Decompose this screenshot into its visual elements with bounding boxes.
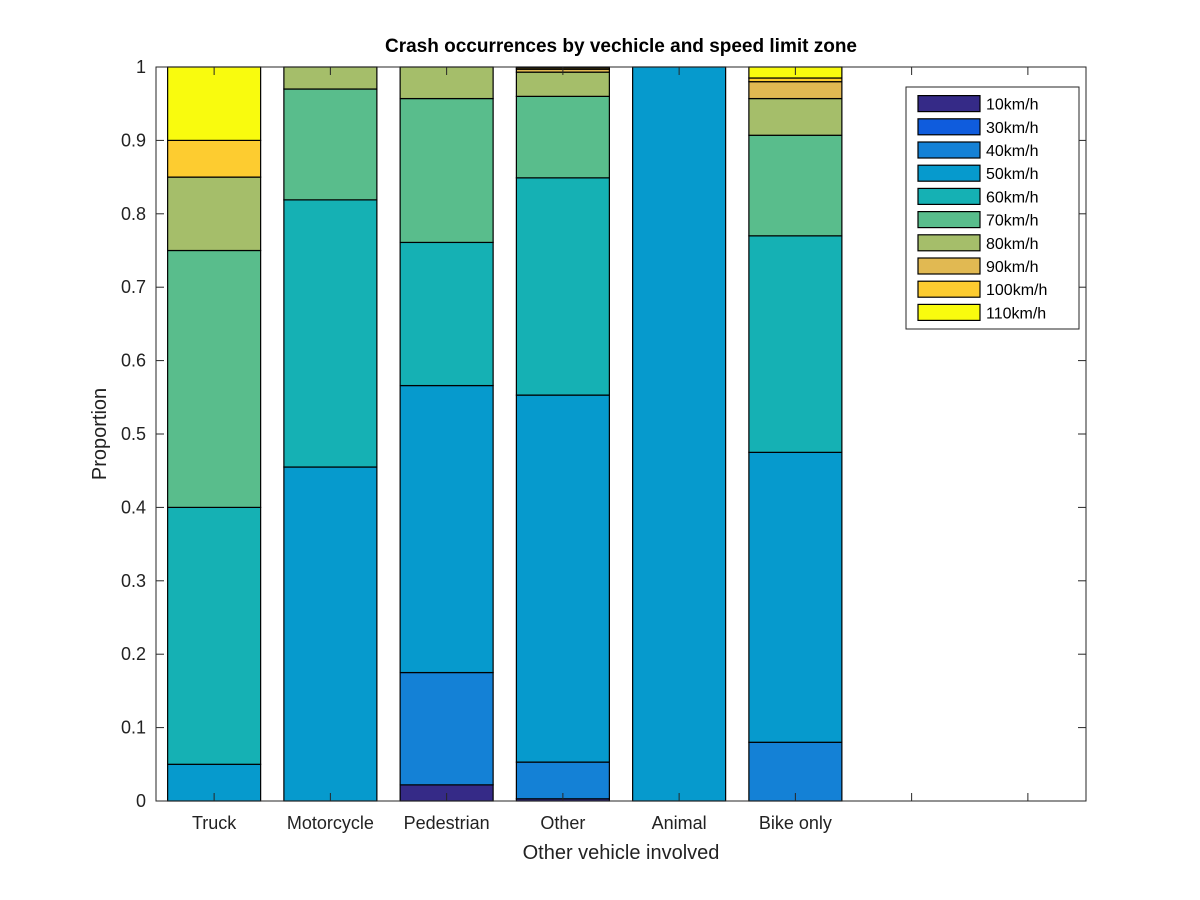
- plot-frame: [155, 66, 1087, 802]
- legend-swatch: [917, 141, 981, 159]
- bar-segment: [283, 199, 378, 468]
- x-tick-label: Motorcycle: [287, 813, 374, 833]
- bar-segment: [515, 71, 610, 97]
- bar-segment: [167, 176, 262, 252]
- chart-title: Crash occurrences by vechicle and speed …: [385, 36, 857, 57]
- bar-segment: [515, 394, 610, 763]
- legend-label: 40km/h: [986, 143, 1038, 160]
- bar-segment: [399, 97, 494, 244]
- bar-segment: [167, 66, 262, 142]
- bar-segment: [283, 466, 378, 802]
- bar-segment: [515, 761, 610, 800]
- y-tick-label: 0.8: [121, 204, 146, 224]
- y-tick-label: 0.5: [121, 424, 146, 444]
- bar-segment: [399, 241, 494, 387]
- y-tick-label: 0.7: [121, 277, 146, 297]
- legend-swatch: [917, 94, 981, 113]
- bar-segment: [748, 97, 843, 136]
- x-tick-label: Other: [540, 813, 585, 833]
- y-tick-label: 0.6: [121, 351, 146, 371]
- legend: 10km/h 30km/h 40km/h 50km/h 60km/h 70km/h 80km…: [905, 86, 1080, 330]
- legend-label: 80km/h: [986, 236, 1038, 253]
- legend-label: 110km/h: [986, 305, 1046, 322]
- bar-segment: [167, 506, 262, 765]
- ticks-layer: 0 0.1 0.2 0.3 0.4 0.5 0.6 0.7 0.8 0.9 1 Truck Motorc…: [121, 57, 1086, 833]
- y-tick-label: 0.2: [121, 644, 146, 664]
- y-tick-label: 0.9: [121, 130, 146, 150]
- bar-segment: [399, 671, 494, 786]
- legend-swatch: [917, 257, 981, 275]
- x-tick-label: Animal: [652, 813, 707, 833]
- bar-segment: [748, 741, 843, 802]
- bar-segment: [167, 139, 262, 178]
- legend-swatch: [917, 187, 981, 205]
- legend-label: 30km/h: [986, 120, 1038, 137]
- legend-label: 60km/h: [986, 189, 1038, 206]
- y-tick-label: 0.1: [121, 718, 146, 738]
- legend-label: 10km/h: [986, 97, 1038, 114]
- x-tick-label: Pedestrian: [404, 813, 490, 833]
- legend-label: 50km/h: [986, 166, 1038, 183]
- legend-swatch: [917, 303, 981, 321]
- x-tick-label: Bike only: [759, 813, 832, 833]
- bar-segment: [515, 177, 610, 396]
- legend-label: 90km/h: [986, 259, 1038, 276]
- bar-segment: [283, 88, 378, 201]
- legend-swatch: [917, 234, 981, 252]
- bars-layer: [167, 66, 843, 802]
- legend-label: 70km/h: [986, 213, 1038, 230]
- bar-segment: [632, 66, 727, 802]
- y-axis-label: Proportion: [89, 388, 111, 480]
- legend-label: 100km/h: [986, 282, 1047, 299]
- legend-swatch: [917, 211, 981, 229]
- legend-swatch: [917, 280, 981, 298]
- bar-segment: [748, 451, 843, 743]
- legend-swatch: [917, 118, 981, 136]
- y-tick-label: 0.4: [121, 497, 146, 517]
- y-tick-label: 0.3: [121, 571, 146, 591]
- bar-segment: [399, 384, 494, 674]
- legend-swatch: [917, 164, 981, 182]
- bar-segment: [167, 249, 262, 508]
- bar-segment: [748, 235, 843, 453]
- x-tick-label: Truck: [192, 813, 237, 833]
- bar-segment: [515, 95, 610, 179]
- y-tick-label: 1: [136, 57, 146, 77]
- bar-segment: [748, 81, 843, 100]
- bar-segment: [748, 134, 843, 237]
- y-tick-label: 0: [136, 791, 146, 811]
- x-axis-label: Other vehicle involved: [523, 842, 720, 864]
